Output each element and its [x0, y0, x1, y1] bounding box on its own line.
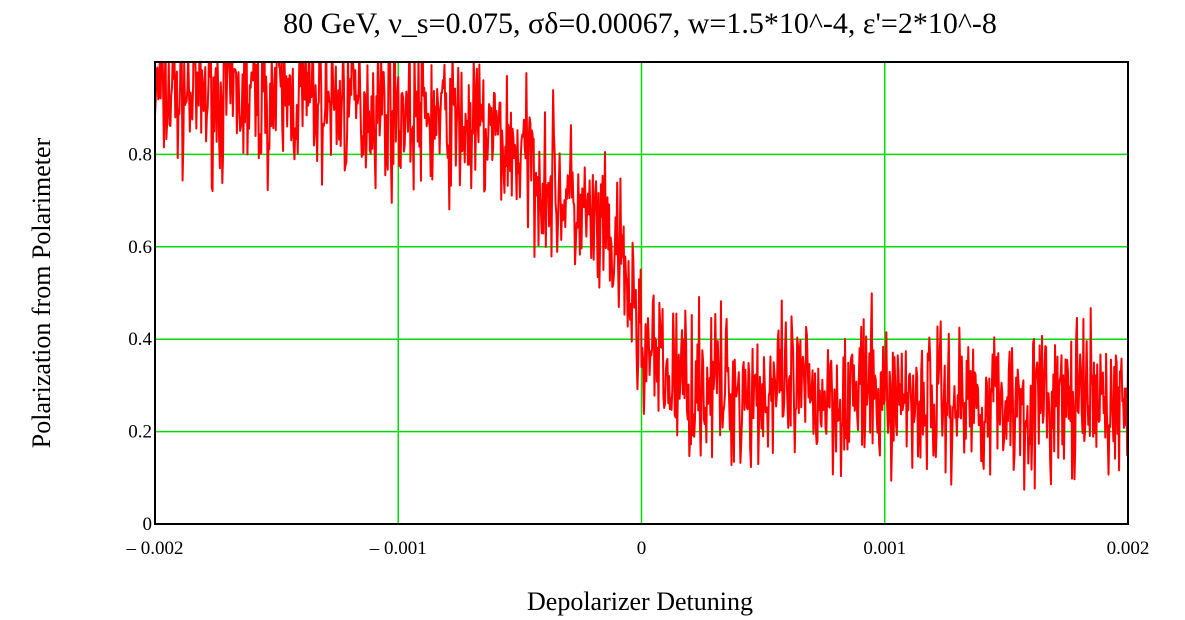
y-tick-label: 0.4	[128, 329, 152, 350]
y-axis-label: Polarization from Polarimeter	[27, 137, 56, 448]
x-tick-label: – 0.002	[126, 538, 184, 559]
x-tick-label: 0.002	[1107, 538, 1150, 559]
plot-border	[154, 61, 1129, 525]
x-axis-label: Depolarizer Detuning	[527, 587, 753, 616]
y-axis-ticks: 0 0.2 0.4 0.6 0.8	[128, 144, 152, 535]
y-tick-label: 0.2	[128, 422, 152, 443]
chart-title: 80 GeV, ν_s=0.075, σδ=0.00067, w=1.5*10^…	[283, 7, 997, 40]
y-tick-label: 0	[143, 514, 153, 535]
x-tick-label: – 0.001	[369, 538, 427, 559]
x-tick-label: 0.001	[863, 538, 906, 559]
x-tick-label: 0	[637, 538, 647, 559]
y-tick-label: 0.8	[128, 144, 152, 165]
series-line-0	[155, 62, 1128, 491]
x-axis-ticks: – 0.002 – 0.001 0 0.001 0.002	[126, 538, 1150, 559]
series-layer	[155, 62, 1128, 491]
y-tick-label: 0.6	[128, 237, 152, 258]
plot-area	[154, 61, 1129, 525]
